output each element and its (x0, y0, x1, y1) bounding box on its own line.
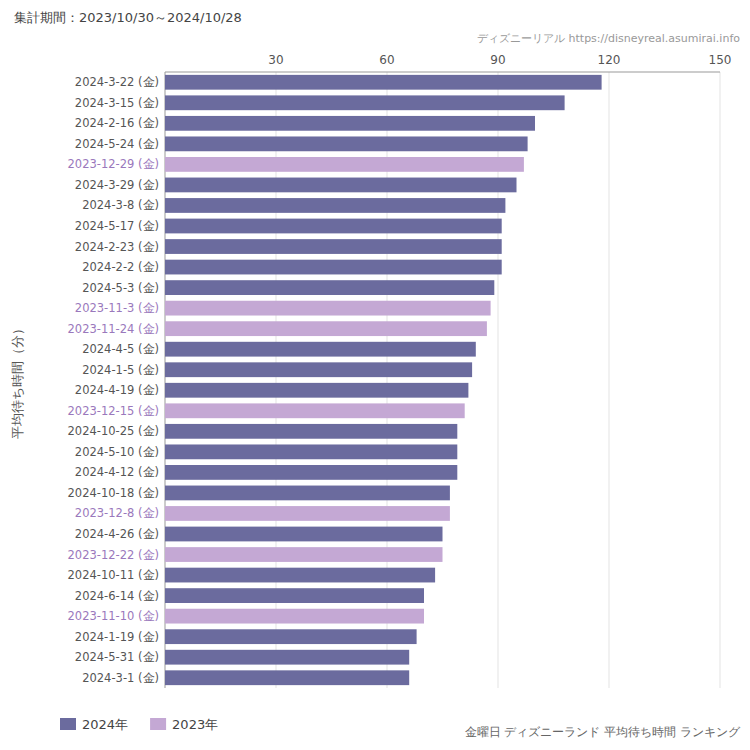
bar (165, 239, 502, 254)
bar (165, 465, 457, 480)
bar (165, 609, 424, 624)
bar (165, 527, 443, 542)
legend-swatch (60, 718, 76, 730)
legend: 2024年 2023年 (60, 717, 218, 732)
bar (165, 547, 443, 562)
bar (165, 342, 476, 357)
tick-label: 150 (709, 53, 732, 67)
bar (165, 260, 502, 275)
tick-label: 2023-12-8 (金) (75, 506, 159, 520)
bar (165, 136, 528, 151)
tick-label: 2024-2-23 (金) (75, 240, 159, 254)
bar (165, 116, 535, 131)
tick-label: 2024-3-15 (金) (75, 96, 159, 110)
tick-label: 2024-4-5 (金) (82, 342, 159, 356)
bar (165, 506, 450, 521)
tick-label: 2024-1-19 (金) (75, 630, 159, 644)
tick-label: 2023-12-29 (金) (68, 157, 159, 171)
annotation: 金曜日 ディズニーランド 平均待ち時間 ランキング (465, 725, 741, 739)
bar (165, 383, 468, 398)
legend-swatch (150, 718, 166, 730)
bar (165, 588, 424, 603)
tick-label: 2024-10-25 (金) (68, 424, 159, 438)
tick-label: 2024-2-2 (金) (82, 260, 159, 274)
axis-label: 平均待ち時間（分） (10, 322, 25, 439)
bar (165, 424, 457, 439)
tick-label: 2024-3-1 (金) (82, 671, 159, 685)
tick-label: 90 (490, 53, 505, 67)
bar (165, 486, 450, 501)
bar (165, 629, 417, 644)
bar (165, 178, 517, 193)
tick-label: 2024-5-31 (金) (75, 650, 159, 664)
legend-label: 2023年 (172, 717, 218, 732)
tick-label: 2024-4-26 (金) (75, 527, 159, 541)
bar (165, 362, 472, 377)
tick-label: 2023-12-22 (金) (68, 548, 159, 562)
tick-label: 2023-11-24 (金) (68, 322, 159, 336)
tick-label: 2024-4-19 (金) (75, 383, 159, 397)
legend-label: 2024年 (82, 717, 128, 732)
tick-label: 2024-5-24 (金) (75, 137, 159, 151)
bar (165, 95, 565, 110)
tick-label: 60 (379, 53, 394, 67)
bar (165, 75, 602, 90)
tick-label: 2024-10-18 (金) (68, 486, 159, 500)
chart: 集計期間：2023/10/30～2024/10/28 ディズニーリアル https… (0, 0, 750, 750)
tick-label: 2024-2-16 (金) (75, 116, 159, 130)
tick-label: 2024-3-22 (金) (75, 75, 159, 89)
annotation: ディズニーリアル https://disneyreal.asumirai.inf… (477, 32, 740, 45)
tick-label: 2024-5-3 (金) (82, 281, 159, 295)
tick-label: 2024-6-14 (金) (75, 589, 159, 603)
bar (165, 568, 435, 583)
tick-label: 2024-3-29 (金) (75, 178, 159, 192)
grid-line (720, 72, 721, 688)
bar (165, 157, 524, 172)
grid-line (609, 72, 610, 688)
tick-label: 2024-4-12 (金) (75, 465, 159, 479)
tick-label: 2024-10-11 (金) (68, 568, 159, 582)
tick-label: 2023-12-15 (金) (68, 404, 159, 418)
tick-label: 30 (268, 53, 283, 67)
bars (165, 75, 602, 685)
tick-label: 120 (598, 53, 621, 67)
tick-label: 2023-11-10 (金) (68, 609, 159, 623)
bar (165, 219, 502, 234)
tick-label: 2024-1-5 (金) (82, 363, 159, 377)
bar (165, 301, 491, 316)
tick-label: 2024-3-8 (金) (82, 198, 159, 212)
bar (165, 444, 457, 459)
bar (165, 321, 487, 336)
bar (165, 650, 409, 665)
bar (165, 198, 505, 213)
tick-label: 2023-11-3 (金) (75, 301, 159, 315)
bar (165, 403, 465, 418)
axis-line (165, 72, 720, 73)
tick-label: 2024-5-10 (金) (75, 445, 159, 459)
bar (165, 280, 494, 295)
title: 集計期間：2023/10/30～2024/10/28 (14, 10, 242, 25)
tick-label: 2024-5-17 (金) (75, 219, 159, 233)
bar (165, 670, 409, 685)
